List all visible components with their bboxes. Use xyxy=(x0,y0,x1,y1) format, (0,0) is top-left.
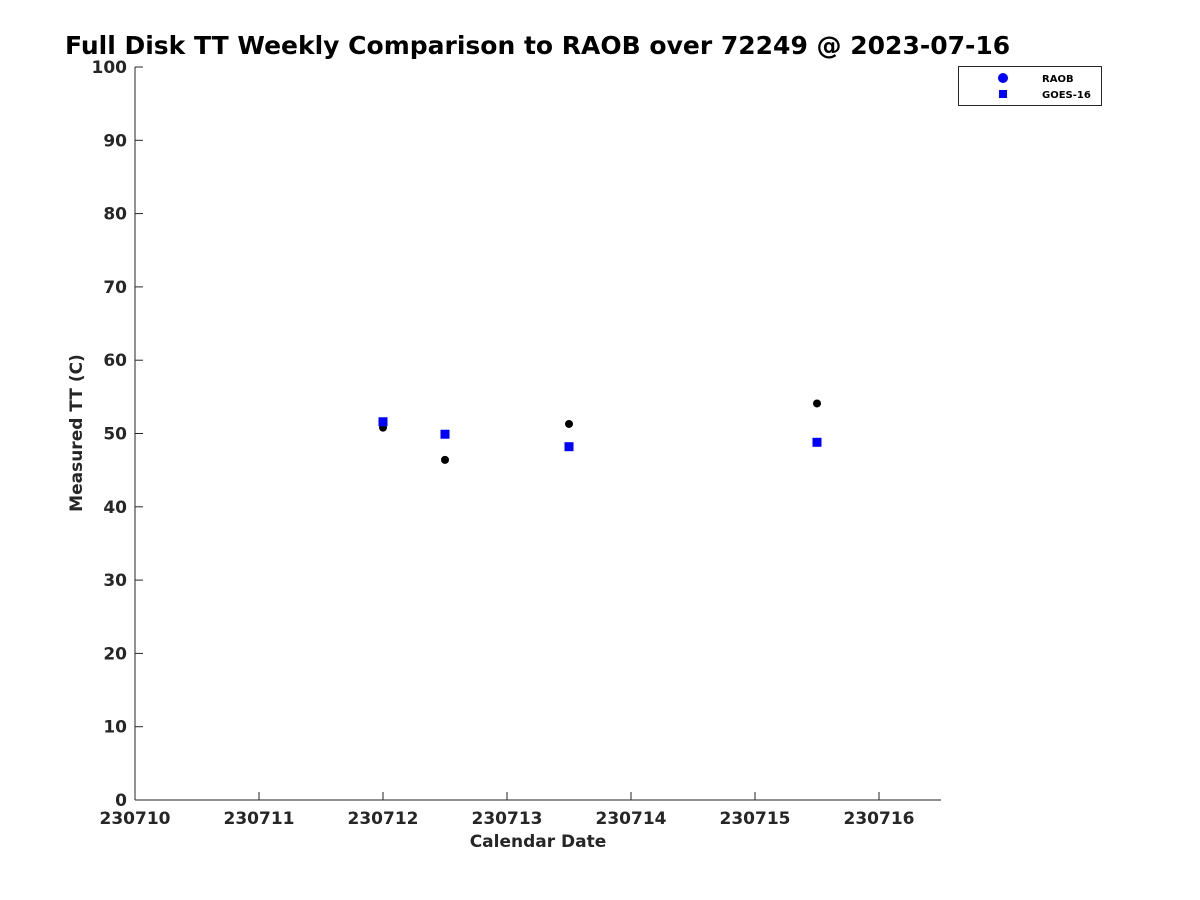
y-tick-label: 60 xyxy=(103,351,127,371)
raob-point xyxy=(441,455,449,464)
y-tick-label: 0 xyxy=(115,791,127,811)
y-tick-label: 90 xyxy=(103,131,127,151)
x-tick-label: 230715 xyxy=(720,809,791,829)
y-tick-label: 80 xyxy=(103,205,127,225)
chart-title: Full Disk TT Weekly Comparison to RAOB o… xyxy=(65,31,1010,60)
raob-point xyxy=(813,399,821,408)
x-tick-label: 230711 xyxy=(224,809,295,829)
goes16-point xyxy=(440,429,450,439)
x-tick-label: 230710 xyxy=(100,809,171,829)
x-tick-label: 230713 xyxy=(472,809,543,829)
x-ticks: 230710 230711 230712 230713 230714 230715 2307… xyxy=(100,792,915,829)
y-tick-label: 50 xyxy=(103,425,127,445)
x-axis-label: Calendar Date xyxy=(470,832,607,852)
x-tick-label: 230714 xyxy=(596,809,667,829)
y-tick-label: 40 xyxy=(103,498,127,518)
legend-label: RAOB xyxy=(1042,74,1074,85)
legend: RAOB GOES-16 xyxy=(958,66,1102,106)
y-tick-label: 10 xyxy=(103,718,127,738)
axes xyxy=(134,67,941,801)
y-ticks: 0 10 20 30 40 50 60 70 80 90 100 xyxy=(92,58,143,811)
y-tick-label: 30 xyxy=(103,571,127,591)
goes16-point xyxy=(564,442,574,452)
legend-marker-raob xyxy=(998,73,1008,83)
x-tick-label: 230712 xyxy=(348,809,419,829)
goes16-point xyxy=(378,417,388,427)
y-tick-label: 100 xyxy=(92,58,128,78)
y-tick-label: 20 xyxy=(103,644,127,664)
y-axis-label: Measured TT (C) xyxy=(67,354,87,512)
legend-box xyxy=(958,66,1102,106)
goes16-point xyxy=(812,437,822,447)
x-tick-label: 230716 xyxy=(844,809,915,829)
legend-label: GOES-16 xyxy=(1042,90,1091,101)
legend-marker-goes16 xyxy=(999,90,1007,98)
y-tick-label: 70 xyxy=(103,278,127,298)
raob-point xyxy=(565,419,573,428)
data-points xyxy=(378,399,822,464)
